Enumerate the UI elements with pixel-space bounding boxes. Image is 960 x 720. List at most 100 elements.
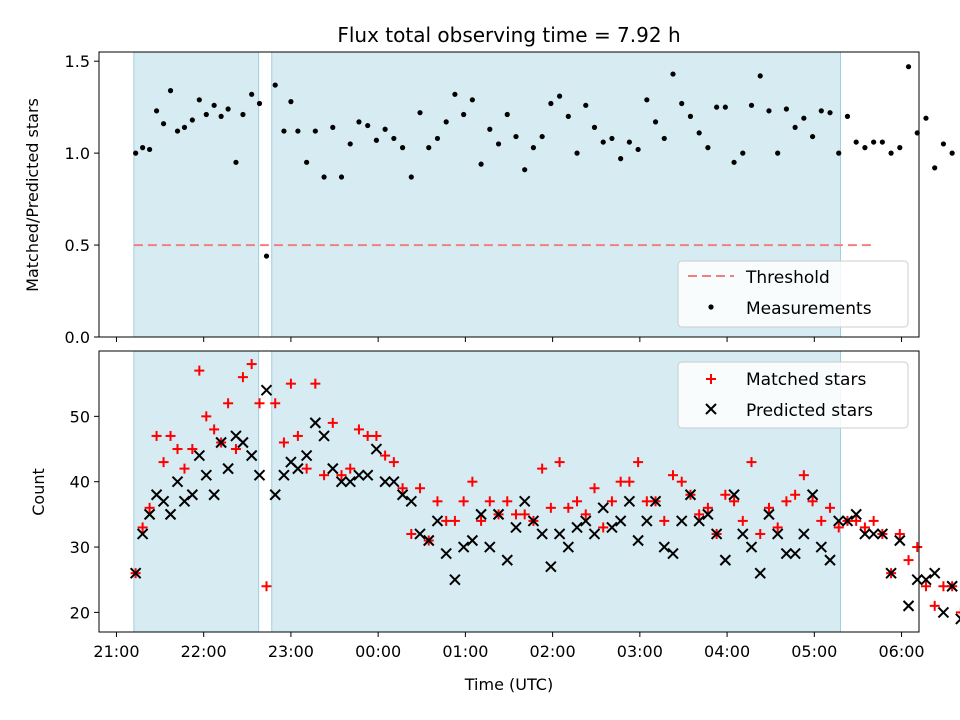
measurement-point — [740, 150, 746, 156]
measurement-point — [408, 174, 414, 180]
predicted-star-point — [667, 547, 679, 560]
predicted-star-point — [200, 469, 213, 481]
y-tick-label: 1.0 — [65, 144, 90, 163]
legend-matched-label: Matched stars — [746, 370, 866, 390]
matched-star-point — [772, 522, 783, 533]
matched-star-point — [624, 476, 635, 487]
matched-star-point — [261, 581, 272, 592]
predicted-star-point — [946, 580, 958, 592]
x-tick-label: 21:00 — [93, 642, 139, 661]
predicted-star-point — [937, 606, 950, 619]
measurement-point — [140, 145, 146, 151]
matched-star-point — [319, 470, 330, 481]
predicted-star-point — [780, 547, 793, 560]
measurement-point — [304, 159, 310, 165]
predicted-star-point — [237, 436, 249, 449]
measurement-point — [249, 91, 255, 97]
measurement-point — [338, 174, 345, 180]
matched-star-point — [519, 509, 530, 520]
predicted-star-point — [492, 508, 505, 521]
predicted-star-point — [300, 449, 313, 462]
predicted-star-point — [510, 521, 522, 534]
chart-title: Flux total observing time = 7.92 h — [337, 23, 680, 47]
matched-star-point — [763, 502, 774, 513]
predicted-star-point — [379, 475, 391, 488]
predicted-star-point — [798, 528, 810, 540]
matched-star-point — [920, 581, 931, 592]
predicted-star-point — [684, 489, 697, 501]
matched-star-point — [851, 515, 862, 526]
measurement-point — [809, 133, 816, 140]
measurement-point — [652, 119, 659, 125]
measurement-point — [853, 139, 859, 145]
measurement-point — [399, 145, 406, 151]
matched-star-point — [301, 463, 312, 474]
measurement-point — [766, 108, 772, 114]
y-tick-label: 20 — [70, 603, 90, 622]
matched-star-point — [441, 515, 452, 526]
matched-star-point — [781, 496, 792, 507]
predicted-star-point — [309, 417, 322, 429]
matched-star-point — [144, 502, 155, 513]
predicted-star-point — [292, 462, 304, 475]
measurement-point — [923, 115, 929, 121]
measurement-point — [160, 121, 167, 127]
matched-star-point — [327, 417, 338, 428]
predicted-star-point — [414, 528, 426, 540]
predicted-star-point — [327, 462, 339, 475]
matched-star-point — [807, 496, 818, 507]
y-tick-label: 0.5 — [65, 236, 90, 255]
matched-star-point — [484, 496, 495, 507]
x-tick-label: 06:00 — [878, 642, 924, 661]
predicted-star-point — [894, 534, 906, 547]
matched-star-point — [278, 437, 289, 448]
predicted-star-point — [571, 521, 583, 534]
legend-predicted-swatch — [705, 403, 717, 415]
measurement-point — [670, 71, 676, 77]
measurement-point — [391, 135, 397, 142]
measurement-point — [862, 145, 868, 151]
measurement-point — [196, 97, 202, 103]
matched-star-point — [476, 515, 487, 526]
predicted-star-point — [545, 560, 557, 573]
predicted-star-point — [867, 528, 880, 540]
measurement-point — [600, 139, 606, 145]
top-panel: 0.0 0.5 1.0 1.5 Matched/Predicted stars Thr… — [23, 51, 955, 347]
matched-star-point — [371, 430, 382, 441]
measurement-point — [321, 174, 327, 180]
measurement-point — [591, 124, 598, 130]
matched-star-point — [798, 470, 809, 481]
predicted-star-point — [876, 528, 889, 540]
matched-star-point — [209, 424, 220, 435]
predicted-star-point — [771, 528, 784, 540]
measurement-point — [565, 113, 571, 119]
matched-star-point — [179, 463, 190, 474]
predicted-star-point — [164, 508, 177, 521]
matched-star-point — [449, 515, 460, 526]
predicted-star-point — [885, 567, 897, 579]
predicted-star-point — [745, 541, 758, 553]
matched-star-point — [903, 555, 914, 566]
measurement-point — [373, 137, 380, 143]
predicted-star-point — [955, 613, 960, 625]
measurement-point — [382, 126, 388, 132]
predicted-star-point — [208, 489, 220, 501]
matched-star-point — [676, 476, 687, 487]
y-tick-label: 30 — [70, 538, 90, 557]
measurement-point — [240, 111, 246, 118]
measurement-point — [146, 146, 153, 153]
measurement-point — [556, 93, 563, 99]
measurement-point — [189, 117, 195, 123]
predicted-star-point — [245, 449, 258, 462]
top-y-axis-label: Matched/Predicted stars — [23, 98, 42, 292]
predicted-star-point — [129, 567, 142, 579]
measurement-point — [417, 110, 423, 116]
y-tick-label: 1.5 — [65, 52, 90, 71]
matched-star-point — [336, 470, 347, 481]
measurement-point — [679, 100, 685, 107]
matched-star-point — [929, 600, 940, 611]
matched-star-point — [833, 522, 844, 533]
predicted-star-point — [193, 449, 206, 462]
predicted-star-point — [754, 567, 766, 579]
predicted-star-point — [719, 554, 732, 566]
